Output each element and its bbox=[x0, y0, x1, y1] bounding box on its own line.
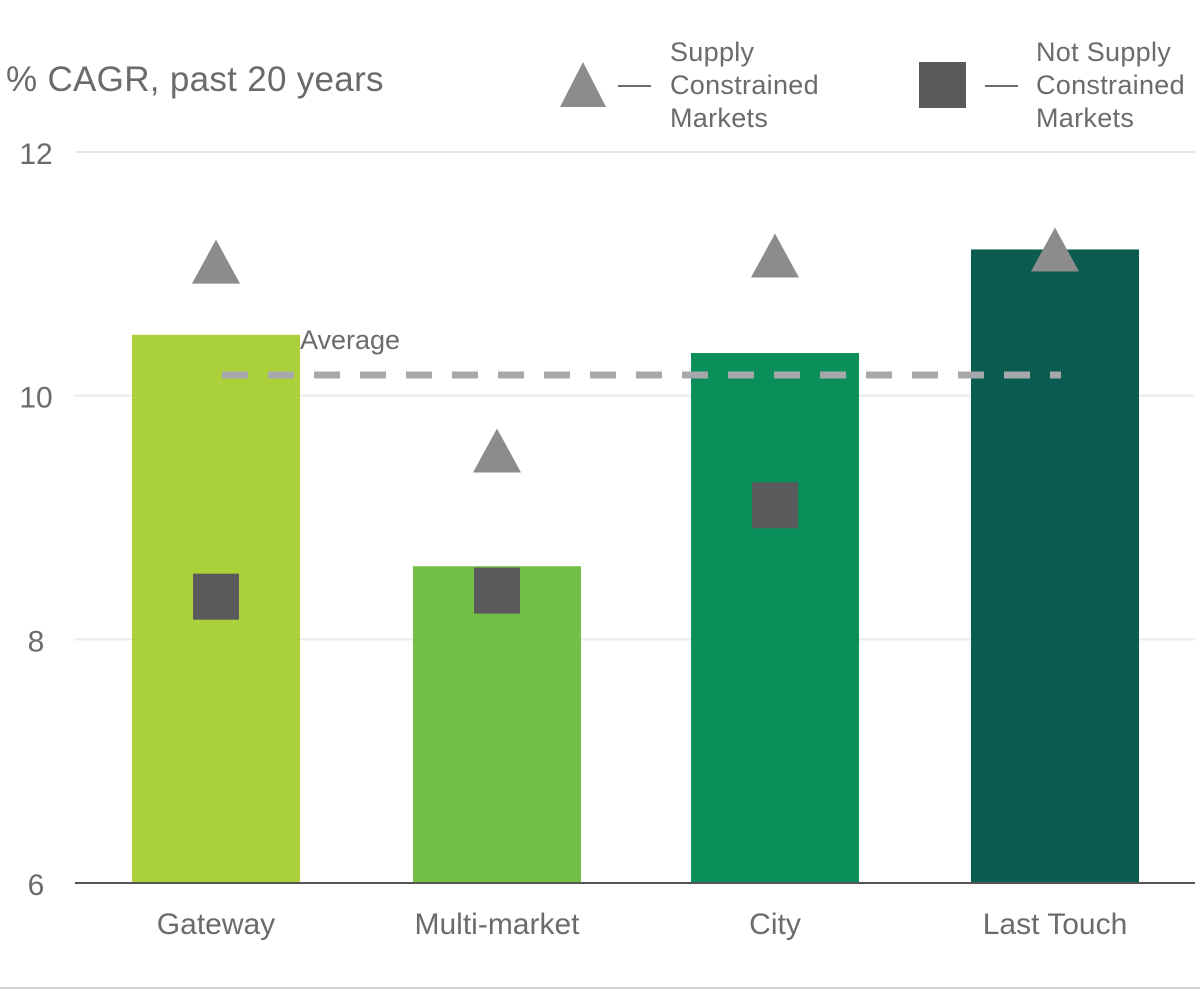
legend-label-supply-constrained: Supply Constrained Markets bbox=[670, 37, 819, 133]
y-tick-label-6: 6 bbox=[28, 869, 45, 902]
y-tick-label-8: 8 bbox=[28, 625, 45, 658]
supply-constrained-marker-last-touch bbox=[1031, 227, 1079, 272]
legend bbox=[560, 62, 1018, 108]
y-tick-label-10: 10 bbox=[19, 382, 52, 415]
y-tick-label-12: 12 bbox=[19, 138, 52, 171]
axes: 6 8 10 12 Gateway Multi-market City Last Touch bbox=[0, 138, 1200, 989]
bar-multi-market bbox=[413, 566, 581, 883]
bars bbox=[132, 249, 1139, 883]
legend-label-not-supply-constrained: Not Supply Constrained Markets bbox=[1036, 37, 1185, 133]
markers bbox=[192, 227, 1079, 620]
bar-city bbox=[691, 353, 859, 883]
bar-last-touch bbox=[971, 249, 1139, 883]
not-supply-constrained-marker-multi-market bbox=[474, 567, 520, 614]
average-label: Average bbox=[300, 325, 400, 355]
not-supply-constrained-marker-gateway bbox=[193, 573, 239, 620]
x-tick-label-city: City bbox=[749, 908, 801, 941]
supply-constrained-marker-multi-market bbox=[473, 428, 521, 473]
not-supply-constrained-marker-city bbox=[752, 482, 798, 529]
x-tick-label-last-touch: Last Touch bbox=[983, 908, 1128, 941]
legend-triangle-icon bbox=[560, 62, 606, 107]
legend-square-icon bbox=[919, 62, 966, 108]
x-tick-label-multi-market: Multi-market bbox=[414, 908, 580, 941]
supply-constrained-marker-gateway bbox=[192, 239, 240, 284]
x-tick-label-gateway: Gateway bbox=[157, 908, 275, 941]
reference-line: Average bbox=[222, 325, 1061, 379]
y-axis-label: % CAGR, past 20 years bbox=[6, 60, 384, 99]
supply-constrained-marker-city bbox=[751, 233, 799, 278]
